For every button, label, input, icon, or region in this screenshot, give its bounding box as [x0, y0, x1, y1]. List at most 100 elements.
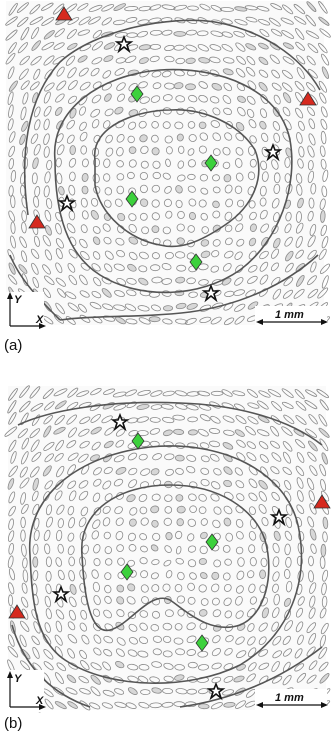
ellipse-mark — [177, 210, 185, 219]
ellipse-mark — [139, 481, 149, 489]
ellipse-mark — [8, 104, 14, 118]
ellipse-mark — [116, 173, 125, 181]
ellipse-mark — [316, 388, 329, 399]
ellipse-mark — [43, 91, 51, 104]
ellipse-mark — [34, 106, 41, 118]
ellipse-mark — [223, 466, 233, 475]
ellipse-mark — [176, 264, 187, 272]
ellipse-mark — [234, 429, 245, 437]
ellipse-mark — [259, 185, 267, 197]
ellipse-mark — [31, 262, 39, 275]
ellipse-mark — [318, 0, 328, 14]
ellipse-mark — [199, 173, 208, 182]
ellipse-mark — [66, 674, 77, 684]
ellipse-mark — [78, 490, 89, 501]
ellipse-mark — [308, 440, 318, 452]
ellipse-mark — [66, 414, 77, 425]
ellipse-mark — [245, 66, 256, 77]
ellipse-mark — [102, 480, 112, 490]
ellipse-mark — [151, 304, 161, 312]
ellipse-mark — [92, 608, 101, 617]
ellipse-mark — [43, 118, 50, 131]
ellipse-mark — [93, 478, 102, 487]
ellipse-mark — [223, 675, 234, 683]
ellipse-mark — [236, 452, 246, 462]
ellipse-mark — [320, 622, 329, 635]
ellipse-mark — [177, 571, 185, 581]
ellipse-mark — [115, 467, 127, 475]
ellipse-mark — [79, 416, 91, 425]
ellipse-mark — [22, 569, 29, 583]
star-markers-b — [51, 412, 289, 701]
ellipse-mark — [128, 213, 137, 222]
ellipse-mark — [257, 400, 269, 410]
ellipse-mark — [115, 316, 126, 325]
ellipse-mark — [175, 251, 186, 259]
ellipse-mark — [91, 41, 103, 51]
ellipse-mark — [210, 493, 220, 502]
ellipse-mark — [199, 414, 211, 422]
ellipse-mark — [283, 648, 292, 657]
ellipse-mark — [68, 609, 76, 621]
ellipse-mark — [103, 388, 116, 395]
ellipse-mark — [322, 169, 329, 182]
ellipse-mark — [223, 517, 232, 527]
ellipse-mark — [30, 466, 40, 478]
ellipse-mark — [81, 634, 90, 645]
ellipse-mark — [162, 650, 173, 658]
ellipse-mark — [92, 226, 101, 234]
ellipse-mark — [68, 427, 77, 438]
ellipse-mark — [33, 68, 41, 80]
ellipse-field-b — [4, 385, 331, 713]
ellipse-mark — [233, 289, 245, 296]
ellipse-mark — [295, 415, 307, 425]
ellipse-mark — [90, 413, 101, 423]
ellipse-mark — [44, 453, 54, 463]
ellipse-mark — [54, 452, 64, 462]
ellipse-mark — [10, 221, 16, 234]
ellipse-mark — [308, 118, 316, 130]
ellipse-mark — [113, 404, 127, 411]
ellipse-mark — [200, 531, 208, 540]
ellipse-mark — [257, 415, 270, 424]
ellipse-mark — [7, 118, 14, 131]
ellipse-mark — [104, 558, 113, 566]
ellipse-mark — [269, 42, 281, 51]
ellipse-mark — [187, 518, 197, 527]
ellipse-mark — [42, 388, 54, 399]
ellipse-mark — [151, 184, 160, 193]
ellipse-mark — [141, 596, 149, 605]
ellipse-mark — [92, 251, 101, 260]
ellipse-mark — [76, 390, 90, 398]
ellipse-mark — [78, 67, 89, 77]
ellipse-mark — [282, 56, 295, 65]
ellipse-mark — [101, 415, 113, 424]
ellipse-mark — [8, 542, 14, 555]
ellipse-mark — [80, 251, 90, 260]
ellipse-mark — [295, 516, 303, 527]
ellipse-mark — [305, 30, 320, 39]
contour-outer-a — [23, 19, 321, 216]
ellipse-mark — [261, 607, 269, 619]
ellipse-mark — [43, 185, 50, 198]
ellipse-mark — [306, 674, 317, 684]
ellipse-mark — [102, 303, 114, 311]
axes-a: Y X — [4, 292, 46, 329]
ellipse-mark — [45, 197, 53, 210]
ellipse-mark — [223, 107, 233, 116]
ellipse-mark — [55, 157, 62, 168]
ellipse-mark — [175, 318, 188, 325]
ellipse-mark — [30, 133, 39, 144]
ellipse-mark — [236, 439, 246, 448]
ellipse-mark — [248, 478, 258, 489]
ellipse-mark — [103, 440, 114, 449]
ellipse-mark — [138, 251, 149, 260]
ellipse-mark — [165, 146, 173, 155]
ellipse-mark — [297, 490, 304, 502]
ellipse-mark — [10, 170, 17, 183]
ellipse-mark — [68, 596, 77, 608]
ellipse-mark — [258, 636, 267, 645]
ellipse-mark — [187, 225, 195, 233]
ellipse-mark — [164, 251, 174, 260]
ellipse-mark — [176, 237, 185, 245]
